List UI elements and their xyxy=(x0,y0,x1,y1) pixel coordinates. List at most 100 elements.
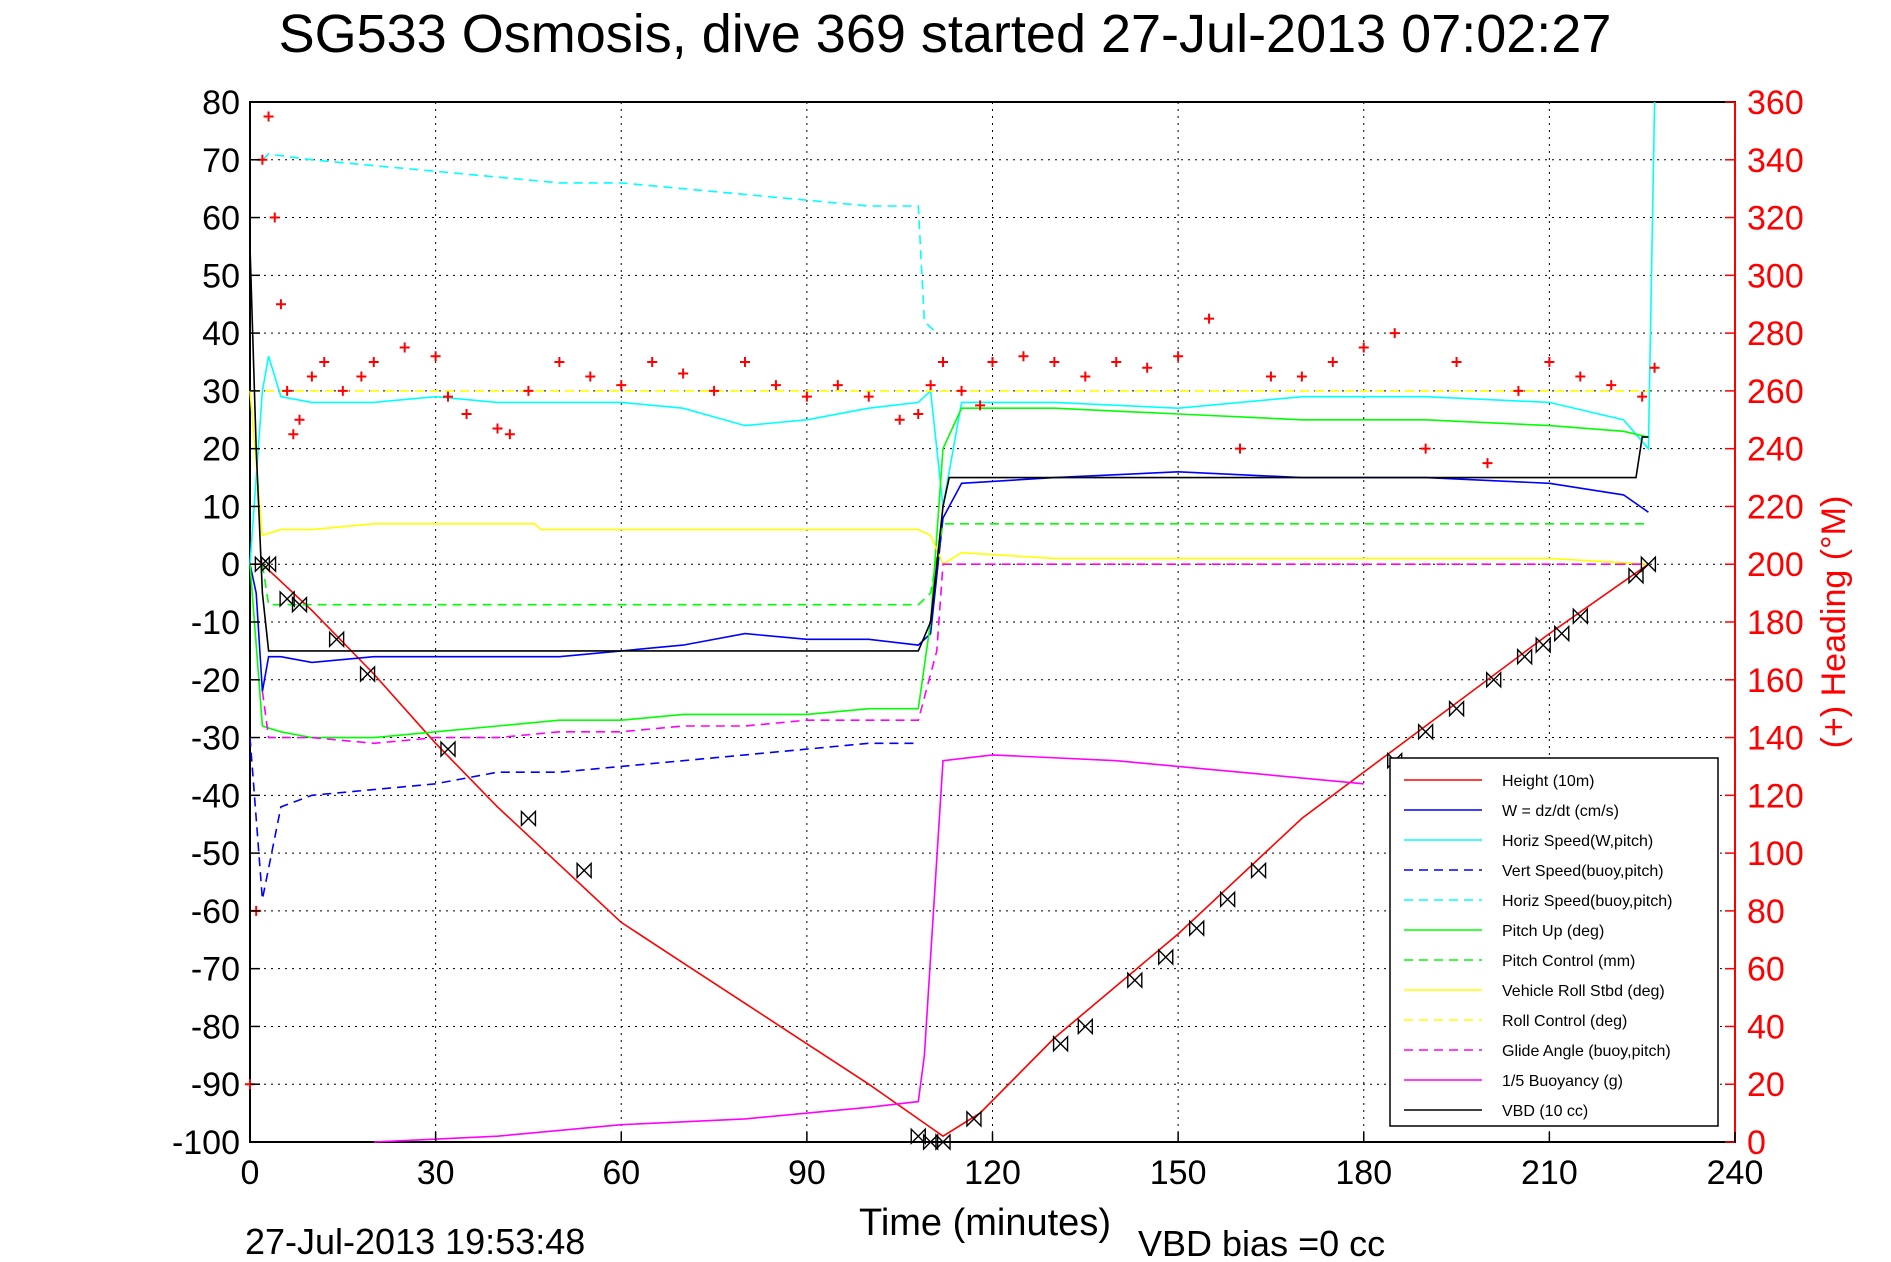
series-line xyxy=(250,563,1649,1138)
legend-label: Vehicle Roll Stbd (deg) xyxy=(1502,983,1665,1000)
y-tick-label: -30 xyxy=(191,720,240,758)
x-tick-label: 150 xyxy=(1150,1154,1207,1192)
heading-point xyxy=(975,400,986,411)
y2-tick-label: 40 xyxy=(1747,1008,1785,1046)
y-tick-label: 30 xyxy=(202,373,240,411)
legend-label: Glide Angle (buoy,pitch) xyxy=(1502,1043,1671,1060)
legend-label: Height (10m) xyxy=(1502,773,1594,790)
x-tick-label: 90 xyxy=(788,1154,826,1192)
heading-point xyxy=(925,380,936,391)
legend-label: Horiz Speed(W,pitch) xyxy=(1502,833,1653,850)
heading-point xyxy=(1358,342,1369,353)
y2-tick-label: 340 xyxy=(1747,142,1804,180)
y-tick-label: 40 xyxy=(202,315,240,353)
heading-point xyxy=(294,414,305,425)
heading-point xyxy=(770,380,781,391)
heading-point xyxy=(1606,380,1617,391)
height-marker xyxy=(1250,861,1267,880)
y-tick-label: -20 xyxy=(191,662,240,700)
legend-label: Pitch Control (mm) xyxy=(1502,953,1635,970)
x-tick-label: 60 xyxy=(602,1154,640,1192)
heading-point xyxy=(269,212,280,223)
legend-label: 1/5 Buoyancy (g) xyxy=(1502,1073,1623,1090)
y2-tick-label: 100 xyxy=(1747,835,1804,873)
legend-label: Pitch Up (deg) xyxy=(1502,923,1604,940)
heading-point xyxy=(1235,443,1245,454)
heading-point xyxy=(1296,371,1307,382)
height-marker xyxy=(1448,699,1465,718)
heading-point xyxy=(1049,357,1060,367)
height-marker xyxy=(966,1110,982,1128)
heading-point xyxy=(504,429,515,440)
series-line xyxy=(261,563,1649,745)
heading-point xyxy=(1111,357,1122,367)
heading-point xyxy=(678,368,689,379)
height-marker xyxy=(910,1127,926,1145)
y2-tick-label: 0 xyxy=(1747,1124,1766,1162)
x-tick-label: 180 xyxy=(1335,1154,1392,1192)
heading-point xyxy=(1080,371,1091,382)
heading-point xyxy=(987,357,998,367)
y2-tick-label: 220 xyxy=(1747,488,1804,526)
height-marker xyxy=(1485,671,1502,689)
heading-point xyxy=(1204,313,1215,324)
y2-tick-label: 360 xyxy=(1747,84,1804,122)
height-marker xyxy=(359,665,376,683)
height-marker xyxy=(1640,555,1657,573)
x-tick-label: 240 xyxy=(1707,1154,1764,1192)
heading-point xyxy=(288,429,299,440)
heading-point xyxy=(430,351,441,362)
x-tick-label: 0 xyxy=(241,1154,260,1192)
height-marker xyxy=(279,590,295,608)
legend-label: W = dz/dt (cm/s) xyxy=(1502,803,1619,820)
height-marker xyxy=(1188,919,1205,937)
heading-point xyxy=(1649,362,1660,373)
heading-point xyxy=(492,423,503,434)
y2-tick-label: 160 xyxy=(1747,662,1804,700)
height-marker xyxy=(576,861,592,880)
heading-point xyxy=(709,385,720,396)
height-marker xyxy=(1417,723,1434,741)
heading-point xyxy=(443,391,453,402)
heading-point xyxy=(1265,371,1276,382)
series-layer xyxy=(245,101,1660,1151)
heading-point xyxy=(913,409,924,419)
y2-tick-label: 280 xyxy=(1747,315,1804,353)
series-line xyxy=(249,407,1649,739)
y2-axis-label: (+) Heading (°M) xyxy=(1815,496,1853,749)
heading-point xyxy=(1142,362,1153,373)
series-line xyxy=(249,390,1649,566)
heading-point xyxy=(956,385,967,396)
y2-tick-label: 300 xyxy=(1747,257,1804,295)
height-marker xyxy=(520,809,537,828)
chart-title: SG533 Osmosis, dive 369 started 27-Jul-2… xyxy=(279,4,1612,64)
height-marker xyxy=(440,740,456,758)
y-tick-label: -40 xyxy=(191,777,240,815)
height-marker xyxy=(1158,948,1174,966)
y-tick-label: -60 xyxy=(191,893,240,931)
heading-point xyxy=(461,409,472,419)
heading-point xyxy=(282,385,293,396)
heading-point xyxy=(275,299,286,310)
height-marker xyxy=(1572,607,1589,625)
y2-tick-label: 180 xyxy=(1747,604,1804,642)
y2-tick-label: 120 xyxy=(1747,777,1804,815)
y-tick-label: -100 xyxy=(172,1124,240,1162)
heading-point xyxy=(356,371,367,382)
heading-point xyxy=(263,111,274,122)
heading-point xyxy=(801,391,812,402)
series-line xyxy=(261,522,1649,606)
legend-label: Roll Control (deg) xyxy=(1502,1013,1627,1030)
x-tick-label: 30 xyxy=(417,1154,455,1192)
heading-point xyxy=(1389,328,1400,339)
heading-point xyxy=(1018,351,1029,362)
height-marker xyxy=(254,555,271,573)
x-tick-label: 120 xyxy=(964,1154,1021,1192)
y2-tick-label: 140 xyxy=(1747,720,1804,758)
y-tick-label: 60 xyxy=(202,200,240,238)
series-line xyxy=(249,101,1656,565)
heading-point xyxy=(894,414,905,425)
series-line xyxy=(261,153,938,334)
vbd-bias-label: VBD bias =0 cc xyxy=(1138,1223,1385,1262)
heading-point xyxy=(1327,357,1338,367)
